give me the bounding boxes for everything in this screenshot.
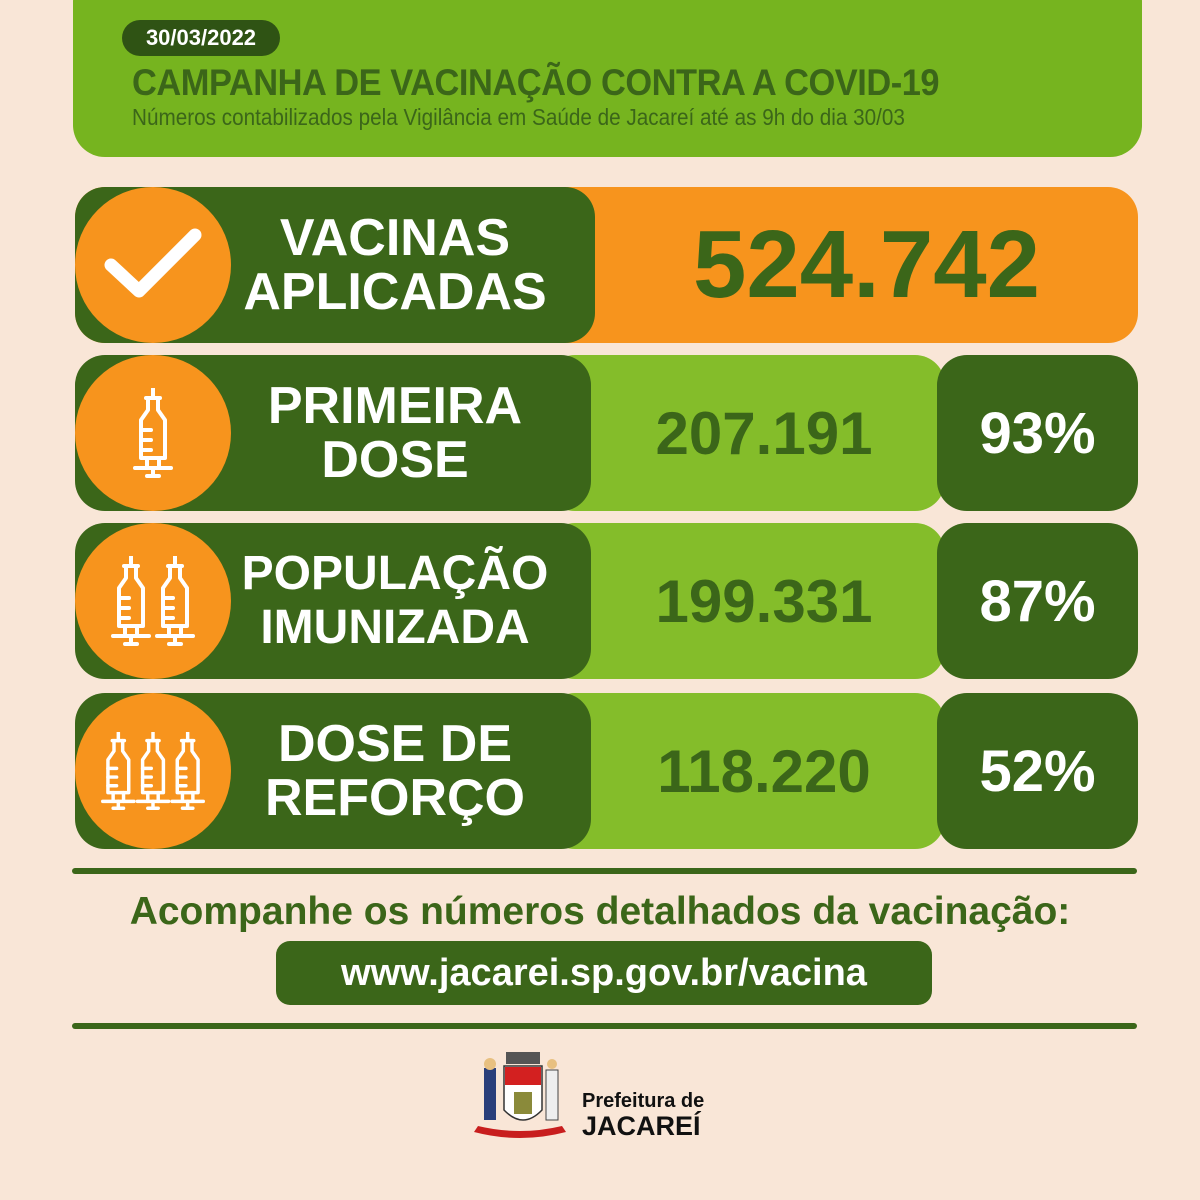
label-line-1: PRIMEIRA [267,377,523,435]
stat-row-vacinas-aplicadas: VACINAS APLICADAS 524.742 [75,187,1138,343]
label-line-2: REFORÇO [265,769,525,827]
date-badge: 30/03/2022 [122,20,280,56]
stat-label: VACINAS APLICADAS [235,187,555,343]
logo-line-1: Prefeitura de [582,1090,705,1112]
stat-label: PRIMEIRA DOSE [235,355,555,511]
coat-of-arms-logo [474,1052,566,1138]
stat-value: 199.331 [655,567,873,635]
two-syringes-icon [75,523,231,679]
value-box [545,693,945,849]
value-box [545,523,945,679]
stat-percent: 87% [937,523,1138,679]
stat-value: 118.220 [657,737,871,805]
divider-top [72,868,1137,874]
label-line-1: VACINAS [279,209,511,267]
stat-label: POPULAÇÃO IMUNIZADA [235,523,555,679]
prefeitura-logo-text: Prefeitura de JACAREÍ [582,1090,704,1140]
stat-percent: 52% [937,693,1138,849]
label-line-2: IMUNIZADA [260,601,530,654]
page-title: CAMPANHA DE VACINAÇÃO CONTRA A COVID-19 [132,62,940,103]
stat-label: DOSE DE REFORÇO [235,693,555,849]
page-subtitle: Números contabilizados pela Vigilância e… [132,104,905,130]
check-icon [75,187,231,343]
label-line-1: POPULAÇÃO [241,547,549,600]
divider-bottom [72,1023,1137,1029]
label-line-2: APLICADAS [243,263,547,321]
stat-value: 524.742 [692,211,1040,318]
logo-line-2: JACAREÍ [582,1111,701,1141]
vaccine-url-link[interactable]: www.jacarei.sp.gov.br/vacina [276,941,932,1005]
label-line-1: DOSE DE [277,715,513,773]
three-syringes-icon [75,693,231,849]
stat-value: 207.191 [655,399,873,467]
syringe-icon [75,355,231,511]
stat-row-dose-de-reforco: 52% DOSE DE REFORÇO 118.220 [75,693,1138,849]
label-line-2: DOSE [321,431,469,489]
stat-row-populacao-imunizada: 87% POPULAÇÃO IMUNIZADA 199.331 [75,523,1138,679]
value-box [545,355,945,511]
follow-text: Acompanhe os números detalhados da vacin… [129,890,1071,933]
stat-row-primeira-dose: 93% PRIMEIRA DOSE 207.191 [75,355,1138,511]
stat-percent: 93% [937,355,1138,511]
